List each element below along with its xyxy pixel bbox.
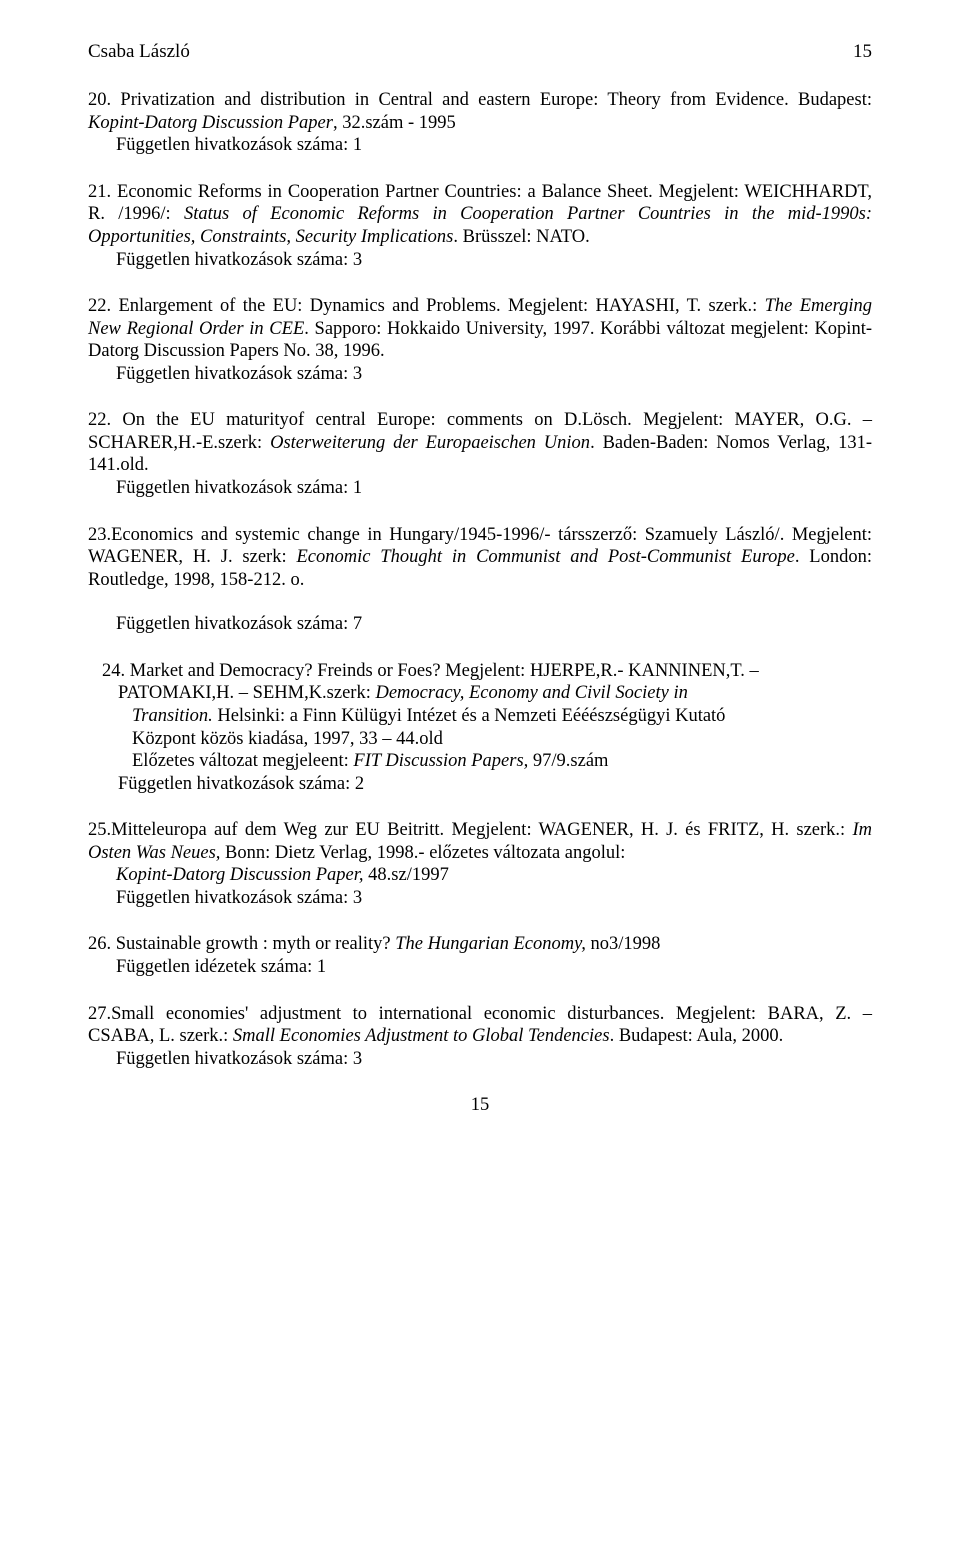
page-number: 15 <box>88 1094 872 1117</box>
entry-line: 22. Enlargement of the EU: Dynamics and … <box>88 295 872 363</box>
italic-text: Kopint-Datorg Discussion Paper, <box>116 865 368 885</box>
citation-count: Független idézetek száma: 1 <box>88 956 872 979</box>
bibliography-entry: 23.Economics and systemic change in Hung… <box>88 524 872 636</box>
italic-text: Kopint-Datorg Discussion Paper <box>88 113 333 133</box>
italic-text: Democracy, Economy and Civil Society in <box>375 683 687 703</box>
entry-line: 24. Market and Democracy? Freinds or Foe… <box>88 660 872 683</box>
bibliography-entry: 27.Small economies' adjustment to intern… <box>88 1003 872 1071</box>
italic-text: Transition. <box>132 706 217 726</box>
italic-text: Economic Thought in Communist and Post-C… <box>296 547 794 567</box>
entry-line: 22. On the EU maturityof central Europe:… <box>88 409 872 477</box>
entry-line: 20. Privatization and distribution in Ce… <box>88 89 872 134</box>
italic-text: Status of Economic Reforms in Cooperatio… <box>88 204 872 247</box>
bibliography-entry: 20. Privatization and distribution in Ce… <box>88 89 872 157</box>
entry-line: 23.Economics and systemic change in Hung… <box>88 524 872 592</box>
citation-count: Független hivatkozások száma: 2 <box>88 773 872 796</box>
italic-text: FIT Discussion Papers, <box>353 751 528 771</box>
bibliography-entry: 22. On the EU maturityof central Europe:… <box>88 409 872 499</box>
entry-line: Előzetes változat megjeleent: FIT Discus… <box>88 750 872 773</box>
entry-line: 26. Sustainable growth : myth or reality… <box>88 933 872 956</box>
spacer <box>88 591 872 613</box>
citation-count: Független hivatkozások száma: 3 <box>88 249 872 272</box>
entry-line: PATOMAKI,H. – SEHM,K.szerk: Democracy, E… <box>88 682 872 705</box>
citation-count: Független hivatkozások száma: 1 <box>88 477 872 500</box>
entry-line: Kopint-Datorg Discussion Paper, 48.sz/19… <box>88 864 872 887</box>
page: Csaba László 15 20. Privatization and di… <box>0 0 960 1157</box>
citation-count: Független hivatkozások száma: 3 <box>88 1048 872 1071</box>
page-header: Csaba László 15 <box>88 40 872 63</box>
entry-line: Transition. Helsinki: a Finn Külügyi Int… <box>88 705 872 728</box>
italic-text: Im Osten Was Neues, <box>88 820 872 863</box>
entries-list: 20. Privatization and distribution in Ce… <box>88 89 872 1070</box>
bibliography-entry: 24. Market and Democracy? Freinds or Foe… <box>88 660 872 795</box>
italic-text: Small Economies Adjustment to Global Ten… <box>233 1026 610 1046</box>
citation-count: Független hivatkozások száma: 1 <box>88 134 872 157</box>
entry-line: 25.Mitteleuropa auf dem Weg zur EU Beitr… <box>88 819 872 864</box>
bibliography-entry: 26. Sustainable growth : myth or reality… <box>88 933 872 978</box>
entry-line: 21. Economic Reforms in Cooperation Part… <box>88 181 872 249</box>
header-left: Csaba László <box>88 40 190 63</box>
bibliography-entry: 21. Economic Reforms in Cooperation Part… <box>88 181 872 271</box>
citation-count: Független hivatkozások száma: 3 <box>88 887 872 910</box>
bibliography-entry: 22. Enlargement of the EU: Dynamics and … <box>88 295 872 385</box>
italic-text: The Emerging New Regional Order in CEE <box>88 296 872 339</box>
entry-line: Központ közös kiadása, 1997, 33 – 44.old <box>88 728 872 751</box>
entry-line: 27.Small economies' adjustment to intern… <box>88 1003 872 1048</box>
italic-text: Osterweiterung der Europaeischen Union <box>270 433 590 453</box>
bibliography-entry: 25.Mitteleuropa auf dem Weg zur EU Beitr… <box>88 819 872 909</box>
citation-count: Független hivatkozások száma: 3 <box>88 363 872 386</box>
citation-count: Független hivatkozások száma: 7 <box>88 613 872 636</box>
header-right: 15 <box>853 40 872 63</box>
italic-text: The Hungarian Economy, <box>395 934 586 954</box>
